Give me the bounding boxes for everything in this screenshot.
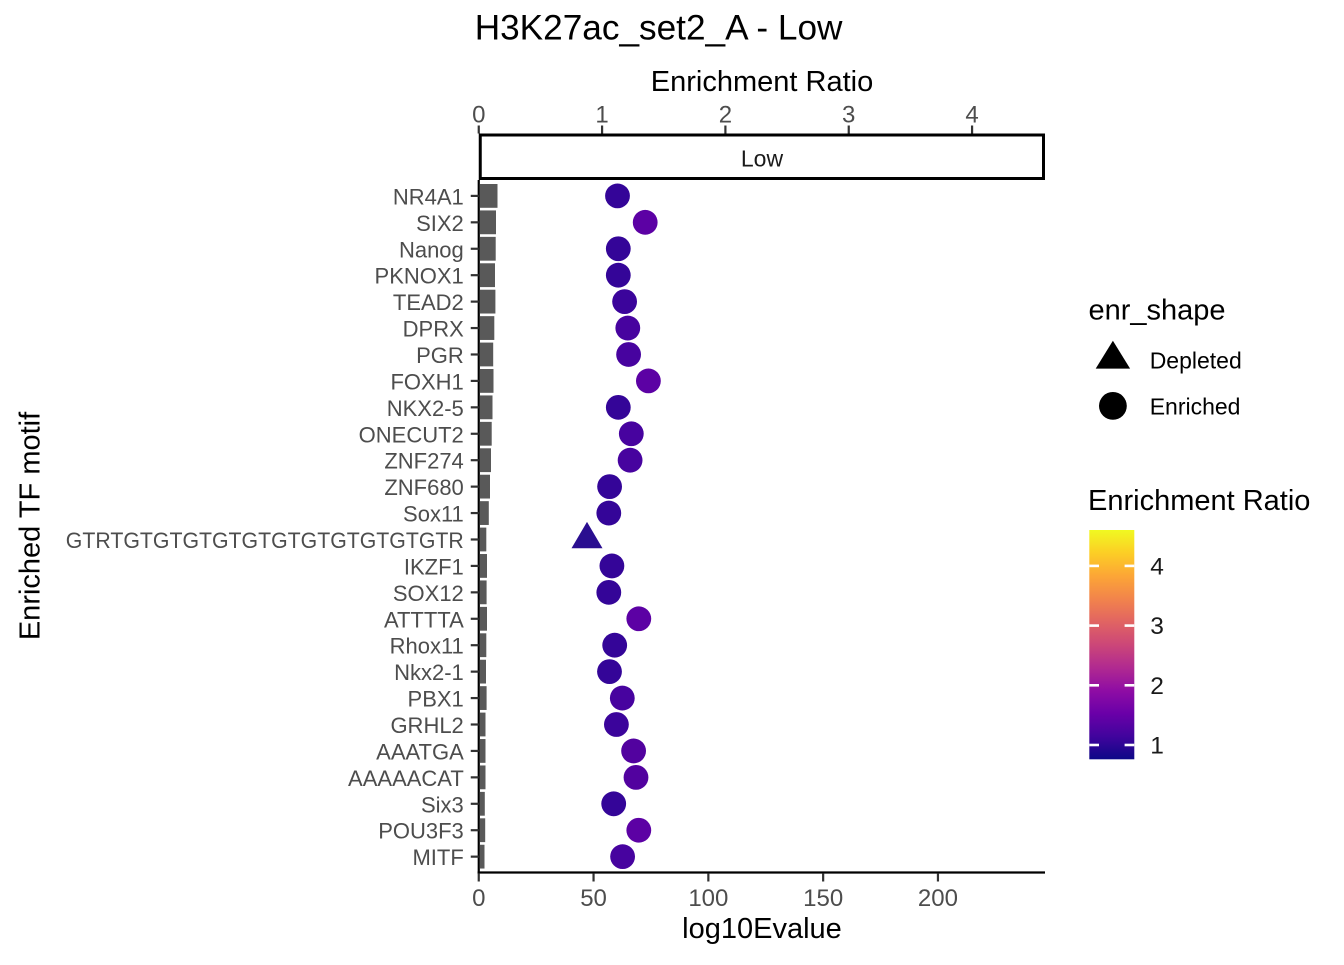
- svg-text:Nkx2-1: Nkx2-1: [394, 660, 464, 685]
- svg-text:3: 3: [842, 102, 855, 129]
- svg-text:enr_shape: enr_shape: [1089, 295, 1226, 327]
- svg-text:AAAAACAT: AAAAACAT: [348, 766, 464, 791]
- svg-text:200: 200: [918, 885, 958, 912]
- svg-text:GRHL2: GRHL2: [390, 713, 463, 738]
- svg-text:PKNOX1: PKNOX1: [375, 264, 464, 289]
- svg-text:NR4A1: NR4A1: [393, 184, 464, 209]
- svg-text:FOXH1: FOXH1: [390, 369, 463, 394]
- svg-text:ONECUT2: ONECUT2: [359, 422, 464, 447]
- svg-text:2: 2: [719, 102, 732, 129]
- svg-text:Enrichment Ratio: Enrichment Ratio: [1088, 485, 1310, 517]
- svg-text:1: 1: [1150, 733, 1164, 760]
- svg-text:100: 100: [688, 885, 728, 912]
- svg-text:4: 4: [965, 102, 978, 129]
- svg-text:Enriched: Enriched: [1150, 394, 1241, 420]
- svg-text:4: 4: [1150, 554, 1164, 581]
- svg-text:SIX2: SIX2: [416, 211, 464, 236]
- svg-text:Six3: Six3: [421, 792, 464, 817]
- svg-text:Rhox11: Rhox11: [390, 634, 464, 659]
- svg-text:Low: Low: [741, 146, 784, 172]
- svg-text:Enrichment Ratio: Enrichment Ratio: [651, 66, 873, 98]
- svg-text:0: 0: [472, 102, 485, 129]
- svg-text:150: 150: [803, 885, 843, 912]
- svg-text:MITF: MITF: [412, 845, 463, 870]
- svg-text:ZNF274: ZNF274: [384, 449, 463, 474]
- svg-text:TEAD2: TEAD2: [393, 290, 464, 315]
- svg-text:50: 50: [580, 885, 607, 912]
- svg-text:1: 1: [595, 102, 608, 129]
- svg-text:PBX1: PBX1: [408, 687, 464, 712]
- svg-text:Nanog: Nanog: [399, 237, 464, 262]
- svg-text:PGR: PGR: [416, 343, 464, 368]
- svg-text:GTRTGTGTGTGTGTGTGTGTGTGTGTR: GTRTGTGTGTGTGTGTGTGTGTGTGTR: [66, 528, 464, 553]
- svg-text:POU3F3: POU3F3: [378, 819, 464, 844]
- svg-text:Enriched TF motif: Enriched TF motif: [15, 411, 47, 640]
- svg-text:H3K27ac_set2_A - Low: H3K27ac_set2_A - Low: [475, 9, 843, 48]
- svg-text:ATTTTA: ATTTTA: [384, 607, 464, 632]
- svg-text:AAATGA: AAATGA: [376, 739, 464, 764]
- svg-text:ZNF680: ZNF680: [384, 475, 463, 500]
- svg-text:3: 3: [1150, 613, 1164, 640]
- svg-text:2: 2: [1150, 673, 1164, 700]
- svg-text:Depleted: Depleted: [1150, 348, 1242, 374]
- svg-text:0: 0: [472, 885, 485, 912]
- svg-text:NKX2-5: NKX2-5: [387, 396, 464, 421]
- svg-text:SOX12: SOX12: [393, 581, 464, 606]
- svg-text:IKZF1: IKZF1: [404, 554, 464, 579]
- svg-text:DPRX: DPRX: [403, 317, 464, 342]
- svg-text:log10Evalue: log10Evalue: [682, 913, 842, 945]
- svg-text:Sox11: Sox11: [403, 502, 464, 527]
